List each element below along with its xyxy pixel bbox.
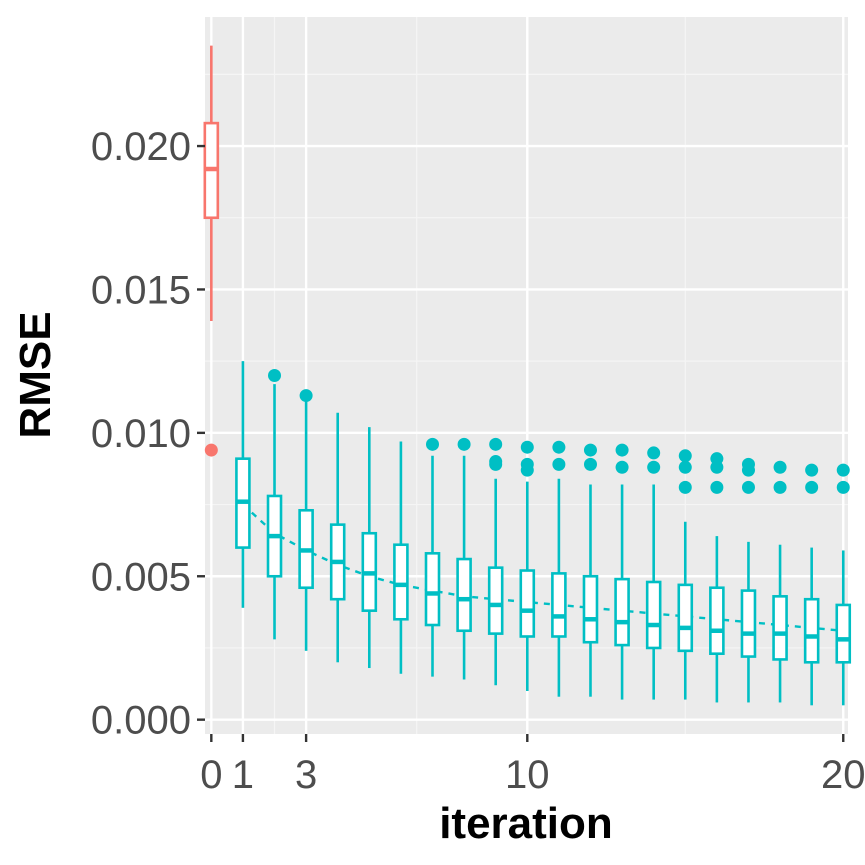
outlier-point: [299, 389, 313, 403]
outlier-point: [520, 457, 534, 471]
boxplot-iteration-0: [203, 45, 220, 457]
y-tick-label: 0.020: [91, 125, 191, 169]
outlier-point: [678, 460, 692, 474]
outlier-point: [552, 457, 566, 471]
boxplot-iteration-4: [329, 412, 346, 663]
x-tick-label: 10: [505, 753, 550, 797]
outlier-point: [678, 480, 692, 494]
boxplot-iteration-9: [487, 437, 504, 686]
y-tick-label: 0.005: [91, 555, 191, 599]
outlier-point: [805, 480, 819, 494]
x-tick-label: 20: [821, 753, 865, 797]
outlier-point: [425, 437, 439, 451]
boxplot-iteration-5: [361, 427, 378, 669]
box-iqr: [772, 595, 788, 661]
box-iqr: [393, 543, 409, 621]
boxplot-layer: [203, 45, 852, 706]
y-axis-title: RMSE: [11, 311, 60, 438]
x-tick-label: 3: [295, 753, 317, 797]
outlier-point: [489, 437, 503, 451]
outlier-point: [836, 480, 850, 494]
box-iqr: [835, 603, 852, 664]
boxplot-iteration-20: [835, 463, 852, 706]
outlier-point: [805, 463, 819, 477]
x-tick-label: 1: [232, 753, 254, 797]
outlier-point: [710, 480, 724, 494]
boxplot-iteration-14: [645, 446, 662, 700]
boxplot-iteration-17: [740, 457, 757, 703]
boxplot-iteration-13: [614, 443, 630, 700]
outlier-point: [268, 369, 282, 382]
boxplot-iteration-2: [266, 369, 283, 640]
outlier-point: [741, 457, 755, 471]
outlier-point: [836, 463, 850, 477]
box-iqr: [582, 574, 599, 644]
outlier-point: [615, 460, 629, 474]
boxplot-iteration-16: [709, 452, 725, 703]
x-axis-title: iteration: [439, 799, 613, 848]
boxplot-iteration-1: [235, 361, 251, 608]
outlier-point: [647, 446, 661, 460]
y-tick-label: 0.015: [91, 268, 191, 312]
boxplot-iteration-12: [582, 443, 599, 697]
outlier-point: [552, 440, 566, 454]
outlier-point: [489, 455, 503, 469]
outlier-point: [773, 480, 787, 494]
outlier-point: [204, 443, 218, 457]
outlier-point: [457, 437, 471, 451]
y-tick-label: 0.010: [91, 412, 191, 456]
boxplot-iteration-6: [393, 441, 409, 674]
y-tick-label: 0.000: [91, 699, 191, 743]
outlier-point: [615, 443, 629, 457]
box-iqr: [551, 572, 567, 638]
boxplot-iteration-10: [519, 440, 536, 691]
outlier-point: [741, 480, 755, 494]
outlier-point: [583, 457, 597, 471]
boxplot-iteration-11: [551, 440, 567, 697]
box-iqr: [803, 597, 820, 664]
x-tick-label: 0: [200, 753, 222, 797]
box-iqr: [677, 583, 694, 653]
box-iqr: [487, 566, 504, 635]
box-iqr: [519, 569, 536, 638]
outlier-point: [710, 452, 724, 466]
outlier-point: [647, 460, 661, 474]
boxplot-iteration-18: [772, 460, 788, 703]
box-iqr: [645, 580, 662, 650]
boxplot-iteration-19: [803, 463, 820, 706]
outlier-point: [583, 443, 597, 457]
box-iqr: [740, 589, 757, 658]
y-axis: 0.000 0.005 0.010 0.015 0.020: [91, 125, 205, 743]
boxplot-iteration-3: [298, 389, 314, 651]
box-iqr: [456, 557, 472, 633]
box-iqr: [424, 552, 441, 627]
boxplot-iteration-7: [424, 437, 441, 677]
box-iqr: [614, 577, 630, 647]
box-iqr: [709, 586, 725, 655]
outlier-point: [678, 449, 692, 463]
outlier-point: [520, 440, 534, 454]
boxplot-iteration-8: [456, 437, 472, 680]
x-axis: 0 1 3 10 20: [200, 734, 865, 797]
boxplot-iteration-15: [677, 449, 694, 700]
outlier-point: [773, 460, 787, 474]
